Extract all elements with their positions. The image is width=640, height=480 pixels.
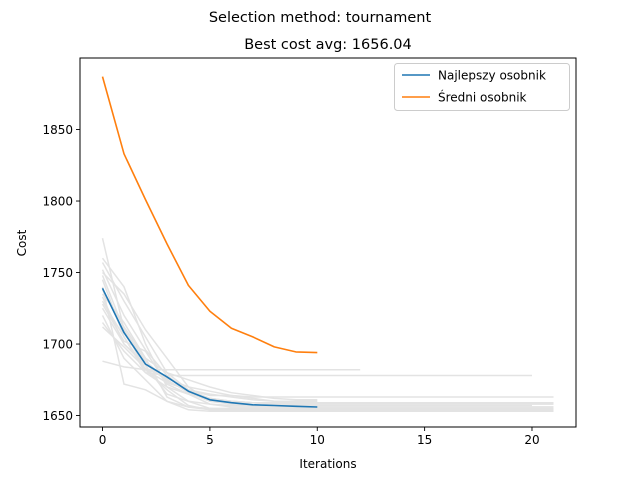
- series-line-best: [101, 287, 318, 408]
- chart-title: Best cost avg: 1656.04: [244, 37, 412, 53]
- legend-label-best: Najlepszy osobnik: [438, 69, 546, 83]
- background-run-line: [101, 286, 554, 410]
- x-tick-label: 20: [524, 433, 539, 447]
- background-run-line: [101, 315, 554, 413]
- background-run-line: [101, 289, 532, 411]
- legend-box: [394, 63, 570, 111]
- background-run-line: [101, 293, 318, 401]
- y-tick-label: 1800: [42, 195, 73, 209]
- background-run-line: [101, 238, 318, 405]
- x-tick-label: 10: [310, 433, 325, 447]
- background-run-line: [101, 326, 318, 404]
- background-run-line: [101, 300, 554, 411]
- background-runs: [101, 238, 554, 413]
- legend-label-avg: Średni osobnik: [438, 90, 527, 105]
- plot-area: 0 5 10 15 20 1650 1700 1750 1800 1850: [42, 57, 577, 447]
- series-line-avg: [101, 76, 318, 354]
- x-axis-ticks: 0 5 10 15 20: [99, 427, 540, 447]
- x-tick-label: 0: [99, 433, 107, 447]
- legend: Najlepszy osobnik Średni osobnik: [394, 63, 570, 111]
- background-run-line: [101, 262, 554, 398]
- background-run-line: [101, 307, 532, 407]
- x-axis-label: Iterations: [299, 457, 356, 471]
- series-lines: [101, 76, 318, 408]
- x-tick-label: 15: [417, 433, 432, 447]
- y-tick-label: 1700: [42, 338, 73, 352]
- y-axis-ticks: 1650 1700 1750 1800 1850: [42, 123, 80, 423]
- y-tick-label: 1850: [42, 123, 73, 137]
- plot-frame: [79, 57, 577, 428]
- background-run-line: [101, 279, 532, 377]
- chart-suptitle: Selection method: tournament: [209, 10, 432, 26]
- x-tick-label: 5: [206, 433, 214, 447]
- y-tick-label: 1750: [42, 266, 73, 280]
- y-tick-label: 1650: [42, 409, 73, 423]
- background-run-line: [101, 271, 554, 405]
- y-axis-label: Cost: [15, 229, 29, 256]
- background-run-line: [101, 296, 318, 403]
